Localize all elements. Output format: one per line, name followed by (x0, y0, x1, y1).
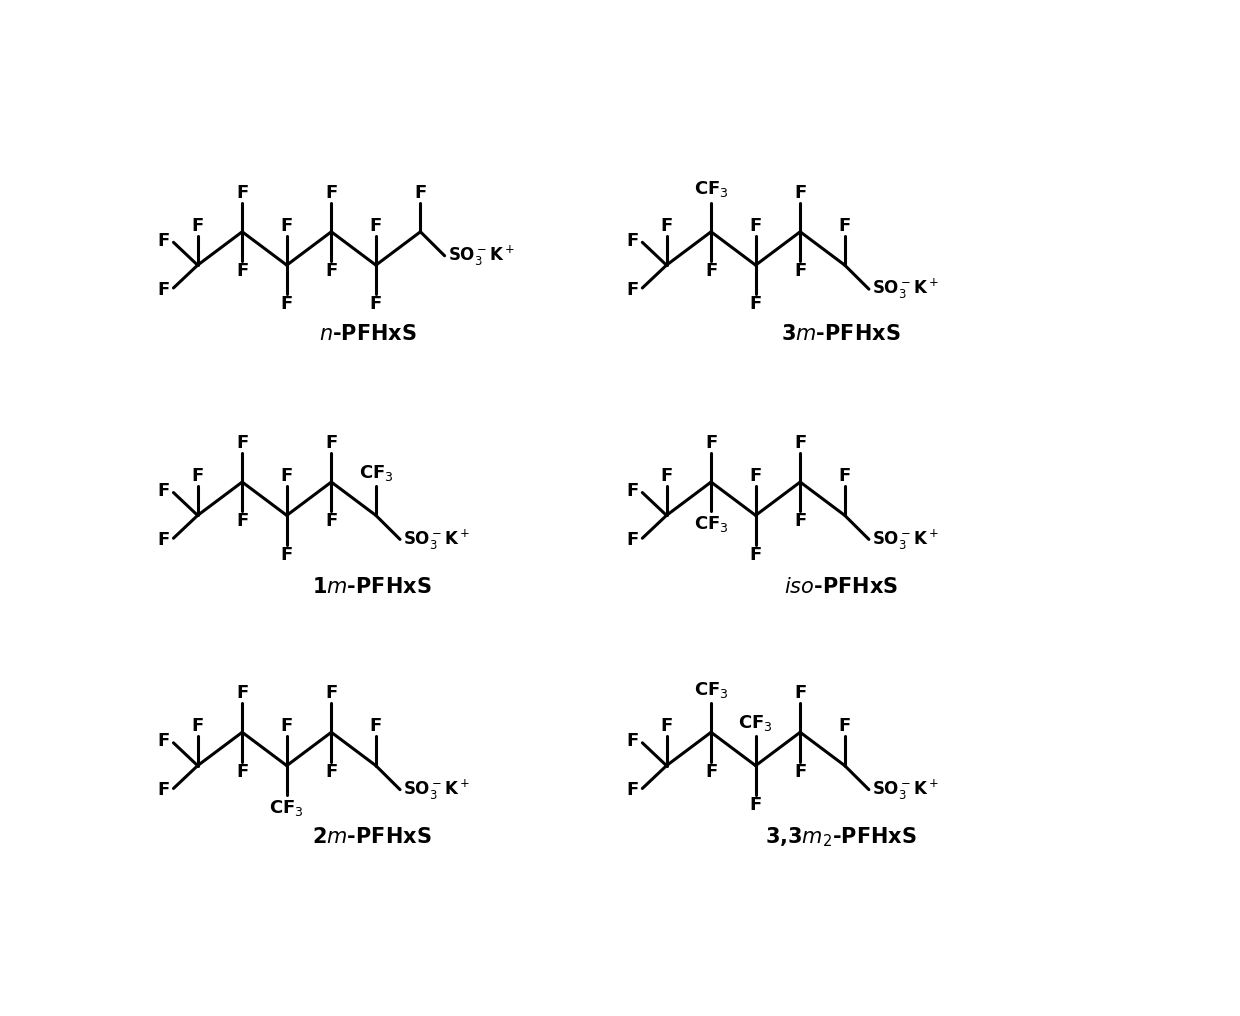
Text: CF$_3$: CF$_3$ (738, 713, 773, 734)
Text: F: F (157, 530, 170, 549)
Text: F: F (236, 184, 248, 201)
Text: F: F (236, 684, 248, 702)
Text: F: F (749, 216, 761, 235)
Text: F: F (626, 482, 639, 500)
Text: F: F (661, 467, 672, 485)
Text: $\mathit{n}$-PFHxS: $\mathit{n}$-PFHxS (319, 324, 417, 344)
Text: F: F (280, 296, 293, 313)
Text: F: F (626, 280, 639, 299)
Text: F: F (626, 781, 639, 799)
Text: F: F (157, 280, 170, 299)
Text: F: F (794, 763, 806, 780)
Text: CF$_3$: CF$_3$ (693, 514, 728, 534)
Text: F: F (838, 467, 851, 485)
Text: SO$_3^-$K$^+$: SO$_3^-$K$^+$ (872, 777, 939, 802)
Text: F: F (280, 546, 293, 564)
Text: F: F (749, 796, 761, 814)
Text: F: F (661, 216, 672, 235)
Text: SO$_3^-$K$^+$: SO$_3^-$K$^+$ (403, 777, 470, 802)
Text: 2$\mathit{m}$-PFHxS: 2$\mathit{m}$-PFHxS (312, 827, 432, 847)
Text: F: F (157, 733, 170, 750)
Text: CF$_3$: CF$_3$ (358, 463, 393, 483)
Text: F: F (704, 262, 717, 280)
Text: F: F (749, 296, 761, 313)
Text: CF$_3$: CF$_3$ (693, 680, 728, 700)
Text: F: F (157, 232, 170, 250)
Text: CF$_3$: CF$_3$ (269, 798, 304, 818)
Text: F: F (325, 512, 337, 530)
Text: F: F (370, 216, 382, 235)
Text: $\mathit{iso}$-PFHxS: $\mathit{iso}$-PFHxS (784, 577, 898, 597)
Text: F: F (325, 184, 337, 201)
Text: F: F (325, 434, 337, 452)
Text: F: F (794, 434, 806, 452)
Text: F: F (794, 684, 806, 702)
Text: F: F (191, 467, 203, 485)
Text: F: F (704, 434, 717, 452)
Text: F: F (325, 684, 337, 702)
Text: F: F (794, 184, 806, 201)
Text: F: F (280, 216, 293, 235)
Text: CF$_3$: CF$_3$ (693, 180, 728, 199)
Text: F: F (191, 216, 203, 235)
Text: F: F (414, 184, 427, 201)
Text: F: F (236, 434, 248, 452)
Text: F: F (838, 216, 851, 235)
Text: F: F (838, 717, 851, 736)
Text: F: F (749, 546, 761, 564)
Text: SO$_3^-$K$^+$: SO$_3^-$K$^+$ (872, 277, 939, 302)
Text: F: F (157, 482, 170, 500)
Text: F: F (661, 717, 672, 736)
Text: F: F (236, 512, 248, 530)
Text: F: F (749, 467, 761, 485)
Text: F: F (626, 232, 639, 250)
Text: F: F (704, 763, 717, 780)
Text: SO$_3^-$K$^+$: SO$_3^-$K$^+$ (448, 244, 515, 268)
Text: F: F (626, 530, 639, 549)
Text: F: F (236, 262, 248, 280)
Text: SO$_3^-$K$^+$: SO$_3^-$K$^+$ (872, 527, 939, 552)
Text: 3,3$\mathit{m}_2$-PFHxS: 3,3$\mathit{m}_2$-PFHxS (765, 825, 916, 849)
Text: F: F (370, 717, 382, 736)
Text: F: F (794, 262, 806, 280)
Text: F: F (325, 262, 337, 280)
Text: 3$\mathit{m}$-PFHxS: 3$\mathit{m}$-PFHxS (781, 324, 900, 344)
Text: F: F (236, 763, 248, 780)
Text: F: F (280, 717, 293, 736)
Text: F: F (191, 717, 203, 736)
Text: F: F (157, 781, 170, 799)
Text: F: F (370, 296, 382, 313)
Text: 1$\mathit{m}$-PFHxS: 1$\mathit{m}$-PFHxS (312, 577, 432, 597)
Text: F: F (280, 467, 293, 485)
Text: SO$_3^-$K$^+$: SO$_3^-$K$^+$ (403, 527, 470, 552)
Text: F: F (325, 763, 337, 780)
Text: F: F (626, 733, 639, 750)
Text: F: F (794, 512, 806, 530)
